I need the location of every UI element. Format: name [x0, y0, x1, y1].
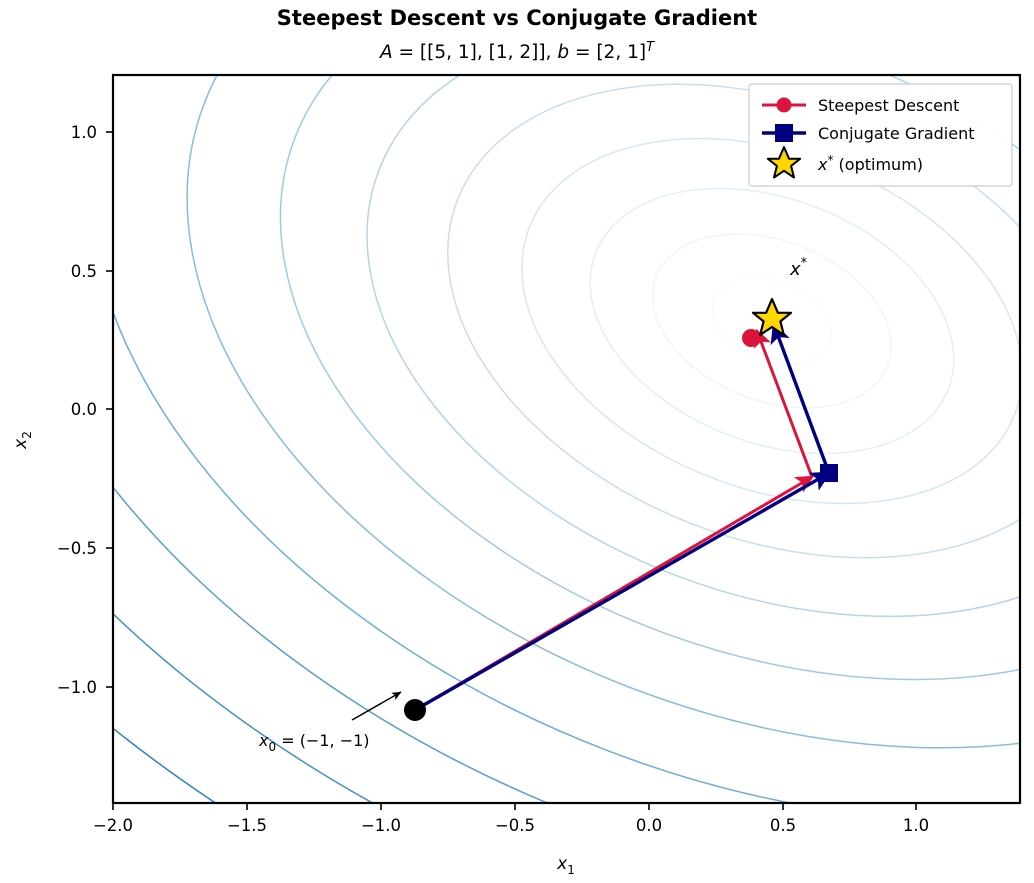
annotation-start-label: x0 = (−1, −1) — [258, 731, 370, 754]
legend-item-optimum[interactable]: x* (optimum) — [766, 146, 923, 179]
y-tick-label-3: 0.5 — [71, 262, 97, 281]
annot-x-sym: x — [258, 731, 269, 750]
subtitle-b: b — [557, 42, 569, 63]
y-axis-ticks: 1.0 0.5 0.0 −0.5 −1.0 — [57, 123, 113, 697]
optimum-star-marker — [751, 297, 793, 336]
square-marker-icon — [775, 124, 793, 142]
x-tick-label-4: 0.0 — [636, 816, 662, 835]
x-tick-label-0: −2.0 — [93, 816, 133, 835]
contour-level-7 — [279, 75, 1020, 681]
sd-segment-2 — [754, 328, 814, 478]
chart-subtitle: A = [[5, 1], [1, 2]], b = [2, 1]T — [379, 40, 655, 63]
trajectories — [404, 297, 838, 721]
contour-level-1 — [711, 276, 833, 366]
legend-label-conjugate-gradient: Conjugate Gradient — [818, 124, 975, 143]
cg-segment-2 — [770, 322, 831, 474]
legend-label-optimum: x* (optimum) — [817, 153, 923, 174]
x-axis-label: x1 — [556, 854, 575, 877]
annotation-start-point: x0 = (−1, −1) — [258, 691, 402, 754]
legend-optimum-star: * — [827, 153, 833, 167]
legend-optimum-rest: (optimum) — [833, 155, 923, 174]
legend-item-steepest-descent[interactable]: Steepest Descent — [762, 96, 959, 115]
y-tick-label-0: −1.0 — [57, 678, 97, 697]
contour-level-8 — [186, 75, 1020, 749]
x-axis-label-main: x — [556, 854, 568, 874]
x-tick-label-6: 1.0 — [903, 816, 929, 835]
plot-area-background — [113, 75, 1020, 803]
series-conjugate-gradient — [414, 322, 838, 712]
legend-item-conjugate-gradient[interactable]: Conjugate Gradient — [762, 124, 975, 143]
subtitle-eq2: = [2, 1] — [569, 42, 646, 63]
sd-marker-final — [742, 329, 760, 347]
x-axis-label-sub: 1 — [567, 863, 575, 877]
legend[interactable]: Steepest Descent Conjugate Gradient x* (… — [748, 83, 1013, 187]
circle-marker-icon — [776, 97, 792, 113]
svg-text:x*: x* — [789, 256, 808, 280]
y-axis-label-main: x — [11, 438, 31, 450]
y-axis-label: x2 — [11, 431, 34, 450]
x-tick-label-1: −1.5 — [227, 816, 267, 835]
y-tick-label-2: 0.0 — [71, 400, 97, 419]
cg-segment-1 — [414, 471, 832, 712]
x-tick-label-2: −1.0 — [361, 816, 401, 835]
contour-level-6 — [366, 75, 1020, 618]
chart-title: Steepest Descent vs Conjugate Gradient — [277, 6, 757, 30]
x-axis-ticks: −2.0 −1.5 −1.0 −0.5 0.0 0.5 1.0 — [93, 803, 929, 835]
svg-text:A = [[5, 1], [1, 2]], b = [2,: A = [[5, 1], [1, 2]], b = [2, 1]T — [379, 40, 655, 63]
annot-x-sub: 0 — [268, 740, 276, 754]
x-tick-label-5: 0.5 — [770, 816, 796, 835]
y-tick-label-1: −0.5 — [57, 539, 97, 558]
start-point-marker — [404, 699, 426, 721]
annot-x-eq: = (−1, −1) — [276, 731, 369, 750]
x-tick-label-3: −0.5 — [495, 816, 535, 835]
y-axis-label-sub: 2 — [20, 431, 34, 439]
legend-frame — [748, 83, 1013, 187]
legend-optimum-x: x — [817, 155, 828, 174]
y-tick-label-4: 1.0 — [71, 123, 97, 142]
annotation-optimum-label: x* — [789, 256, 808, 280]
star-marker-icon — [766, 146, 802, 179]
subtitle-A: A — [379, 42, 393, 63]
subtitle-eq1: = [[5, 1], [1, 2]], — [393, 42, 558, 63]
legend-label-steepest-descent: Steepest Descent — [818, 96, 959, 115]
cg-marker-iterate1 — [820, 464, 838, 482]
annotation-arrow — [351, 691, 402, 721]
subtitle-transpose: T — [646, 40, 655, 55]
axes-spines — [111, 73, 1022, 805]
optimum-x-sym: x — [789, 259, 801, 280]
optimum-star-sup: * — [801, 256, 808, 271]
